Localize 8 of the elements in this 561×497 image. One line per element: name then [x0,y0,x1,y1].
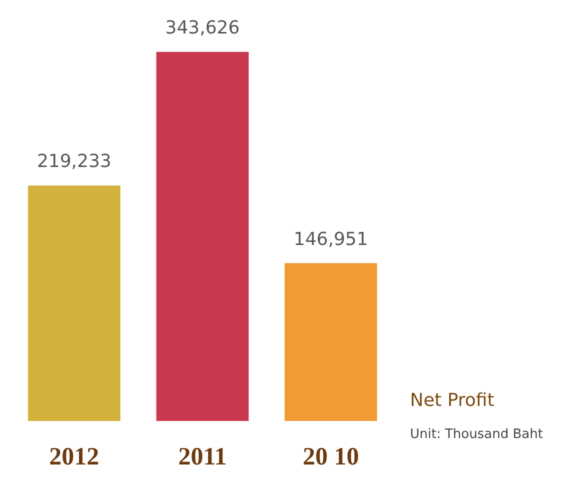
data-label: 146,951 [294,228,368,250]
text: Net Profit [410,390,494,411]
x-tick-label: 2011 [178,443,227,470]
data-label: 343,626 [165,18,240,39]
x-tick-label: 2012 [49,443,100,470]
data-label: 219,233 [36,151,112,172]
x-tick-label: 20 10 [302,443,359,470]
text: Unit: Thousand Baht [410,427,543,442]
